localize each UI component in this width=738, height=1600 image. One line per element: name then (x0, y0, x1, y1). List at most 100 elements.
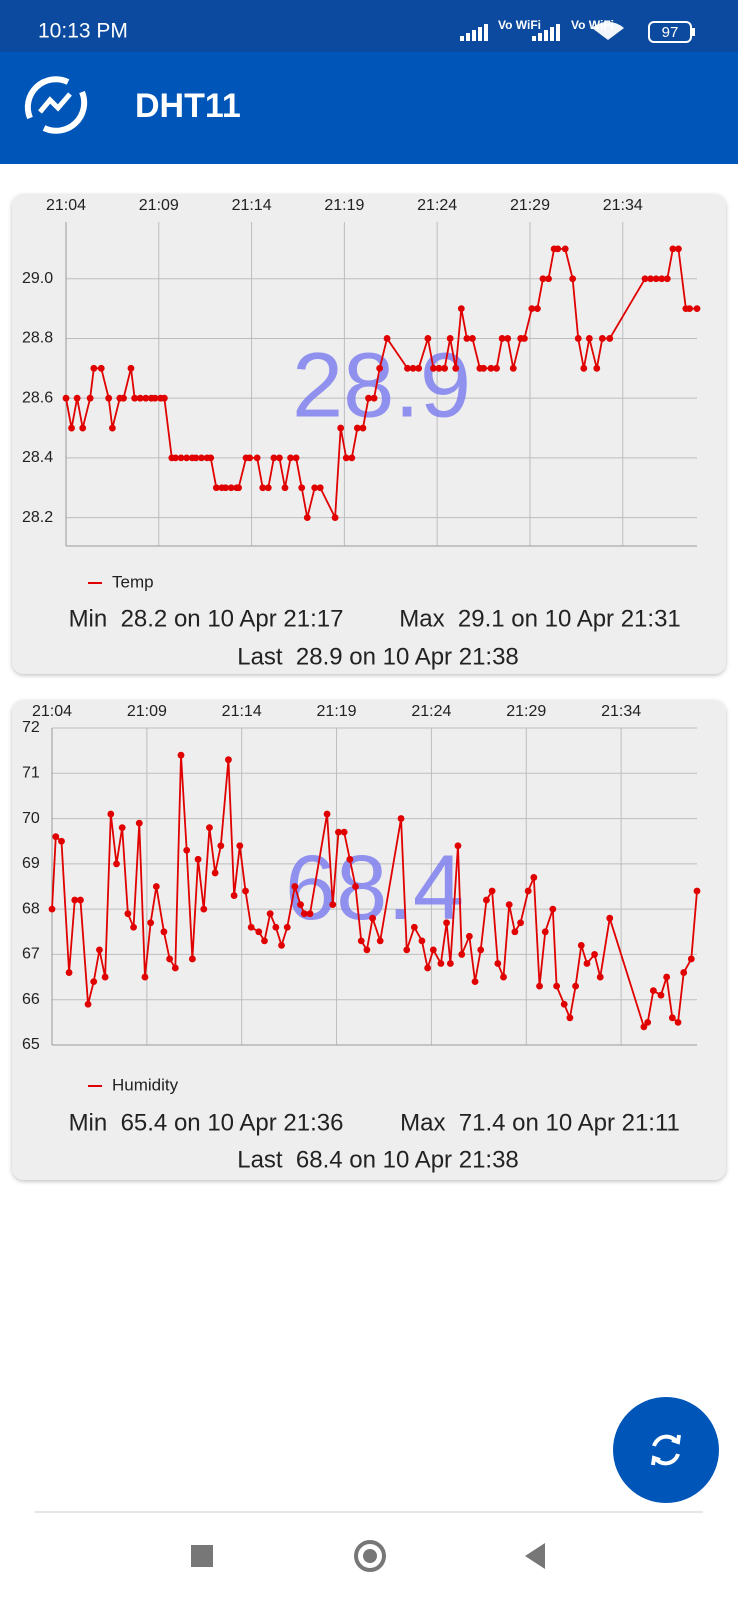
charts: 28.2 28.4 28.6 28.8 29.0 21:04 21:09 21:14 21:19… (22, 197, 701, 1173)
data-point (96, 946, 103, 954)
data-point (253, 454, 261, 462)
data-point (152, 883, 160, 890)
x-tick-label: 21:14 (222, 703, 262, 720)
data-point (188, 955, 196, 963)
x-tick-label: 21:19 (317, 703, 357, 720)
data-point (477, 946, 485, 954)
network-label: Vo WiFi (498, 18, 541, 32)
data-point (352, 883, 359, 890)
y-tick-label: 28.2 (22, 509, 53, 526)
data-point (348, 454, 356, 462)
data-point (107, 810, 115, 818)
refresh-button[interactable] (613, 1397, 719, 1503)
data-point (430, 364, 437, 372)
x-tick-label: 21:09 (139, 197, 179, 214)
data-point (517, 919, 524, 927)
data-point (266, 910, 274, 918)
data-point (225, 756, 232, 764)
data-point (52, 833, 60, 841)
y-tick-label: 28.6 (22, 389, 53, 406)
data-point (329, 901, 337, 909)
y-tick-label: 65 (22, 1036, 40, 1053)
stats-max: Max 71.4 on 10 Apr 21:11 (400, 1109, 680, 1136)
data-point (686, 305, 693, 312)
data-point (297, 901, 304, 909)
legend-label: Temp (112, 572, 154, 591)
app-logo (24, 76, 88, 134)
data-point (598, 335, 606, 342)
data-point (261, 937, 268, 945)
data-point (446, 960, 454, 967)
data-point (647, 275, 655, 283)
nav-home[interactable] (354, 1540, 386, 1572)
data-point (207, 454, 215, 462)
data-point (574, 335, 582, 342)
data-point (397, 815, 405, 822)
data-point (183, 846, 191, 854)
data-point (131, 394, 139, 402)
data-point (272, 923, 280, 931)
data-point (65, 969, 73, 976)
data-point (62, 394, 70, 402)
data-point (443, 919, 450, 927)
data-point (292, 454, 300, 462)
data-point (120, 394, 127, 402)
data-point (68, 424, 75, 432)
stats-max: Max 29.1 on 10 Apr 21:31 (399, 605, 681, 632)
data-point (242, 887, 249, 895)
data-point (569, 275, 577, 283)
data-point (291, 883, 299, 890)
data-point (658, 275, 666, 283)
data-point (287, 454, 294, 462)
data-point (160, 928, 168, 936)
data-point (357, 937, 365, 945)
data-point (298, 484, 306, 492)
data-point (135, 819, 143, 827)
chart-card (12, 194, 726, 674)
data-point (424, 335, 432, 342)
data-point (687, 955, 695, 963)
data-point (79, 424, 87, 432)
x-tick-label: 21:09 (127, 703, 167, 720)
y-tick-label: 68 (22, 900, 40, 917)
data-point (498, 335, 506, 342)
data-point (541, 928, 549, 936)
data-point (641, 275, 649, 283)
data-point (136, 394, 144, 402)
data-point (281, 484, 289, 492)
stats-min: Min 65.4 on 10 Apr 21:36 (69, 1109, 344, 1136)
data-point (130, 923, 137, 931)
data-point (410, 923, 418, 931)
data-point (465, 932, 473, 940)
nav-recents[interactable] (191, 1545, 213, 1567)
nav-back[interactable] (525, 1543, 545, 1569)
data-point (606, 335, 614, 342)
data-point (86, 394, 94, 402)
data-point (198, 454, 205, 462)
data-point (105, 394, 113, 402)
data-point (73, 394, 81, 402)
data-point (108, 424, 116, 432)
data-point (500, 973, 507, 981)
nav-home-dot (363, 1549, 377, 1563)
data-point (674, 1018, 682, 1026)
data-point (458, 951, 466, 958)
data-point (166, 955, 174, 963)
data-point (657, 991, 665, 999)
data-point (227, 484, 235, 492)
data-point (528, 305, 536, 312)
stats-min: Min 28.2 on 10 Apr 21:17 (69, 605, 344, 632)
y-tick-label: 28.4 (22, 449, 53, 466)
data-point (487, 364, 495, 372)
data-point (652, 275, 660, 283)
data-point (151, 394, 159, 402)
data-point (469, 335, 476, 342)
data-point (580, 364, 588, 372)
data-point (369, 914, 377, 922)
data-point (566, 1014, 574, 1022)
data-point (505, 901, 513, 909)
data-point (147, 919, 155, 927)
data-point (483, 896, 490, 904)
data-point (211, 869, 219, 877)
